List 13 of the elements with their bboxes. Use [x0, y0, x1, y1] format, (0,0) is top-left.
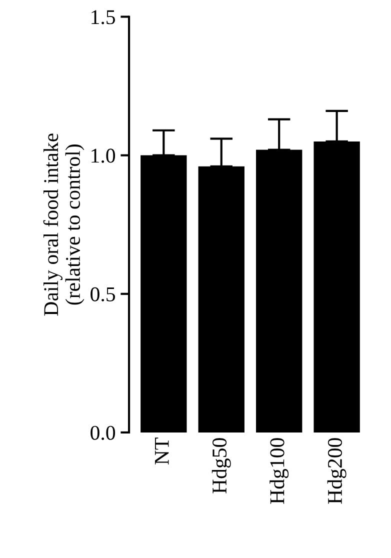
x-tick-label: Hdg100: [270, 438, 289, 504]
y-tick-label: 0.0: [90, 426, 116, 440]
x-tick-label: Hdg200: [327, 438, 346, 504]
y-axis-title: Daily oral food intake (relative to control): [43, 134, 84, 316]
bar: [314, 141, 360, 432]
bar: [198, 166, 244, 432]
bar: [140, 155, 187, 432]
bar: [256, 150, 302, 432]
x-tick-label: Hdg50: [212, 438, 231, 494]
y-tick-label: 1.0: [92, 148, 116, 163]
y-tick-label: 1.5: [92, 10, 116, 24]
x-tick-label: NT: [155, 438, 169, 464]
y-tick-label: 0.5: [90, 287, 116, 302]
